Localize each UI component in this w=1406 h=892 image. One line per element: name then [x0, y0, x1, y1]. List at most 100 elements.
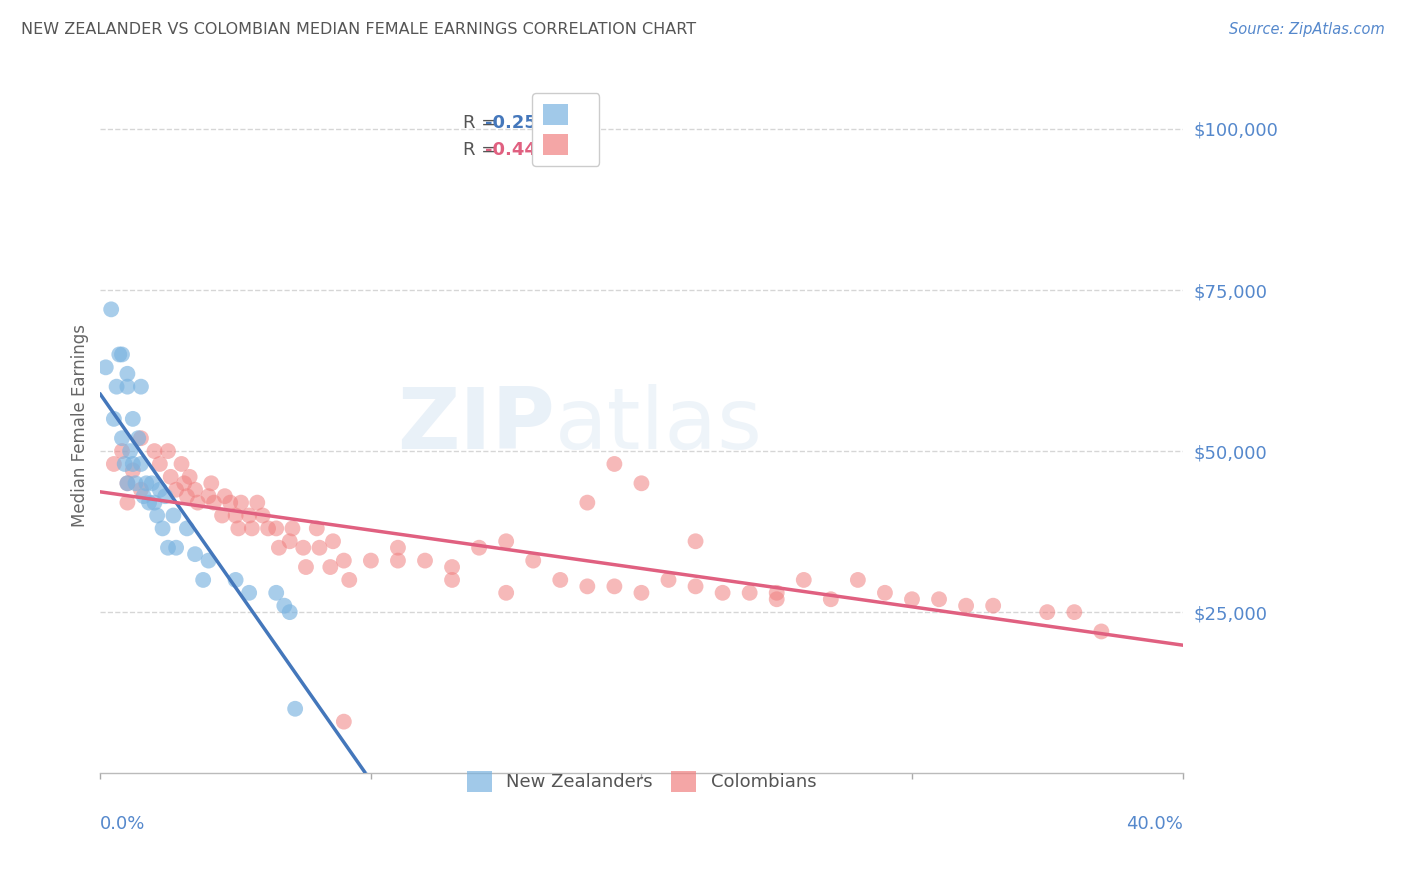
Point [214, 489, 236, 503]
Legend: New Zealanders, Colombians: New Zealanders, Colombians [456, 760, 827, 803]
Point [117, 476, 139, 491]
Point [630, 586, 652, 600]
Point [284, 702, 307, 716]
Point [108, 347, 131, 361]
Point [156, 444, 179, 458]
Point [103, 457, 125, 471]
Point [765, 592, 787, 607]
Point [1036, 605, 1059, 619]
Text: R =: R = [463, 113, 502, 132]
Point [170, 457, 193, 471]
Text: ZIP: ZIP [396, 384, 555, 467]
Point [576, 495, 599, 509]
Point [793, 573, 815, 587]
Point [685, 534, 707, 549]
Point [413, 553, 436, 567]
Point [173, 476, 195, 491]
Point [387, 553, 409, 567]
Point [165, 541, 187, 555]
Point [333, 553, 356, 567]
Point [121, 412, 143, 426]
Point [219, 495, 242, 509]
Point [132, 489, 155, 503]
Point [238, 586, 260, 600]
Point [191, 573, 214, 587]
Point [264, 521, 287, 535]
Point [873, 586, 896, 600]
Point [441, 560, 464, 574]
Point [197, 553, 219, 567]
Point [1063, 605, 1085, 619]
Point [495, 586, 517, 600]
Point [630, 476, 652, 491]
Point [176, 489, 198, 503]
Point [441, 573, 464, 587]
Point [238, 508, 260, 523]
Point [548, 573, 571, 587]
Point [576, 579, 599, 593]
Point [149, 457, 172, 471]
Point [184, 547, 207, 561]
Point [257, 521, 280, 535]
Point [129, 457, 152, 471]
Point [141, 476, 163, 491]
Point [273, 599, 295, 613]
Text: 40.0%: 40.0% [1126, 815, 1182, 833]
Point [117, 367, 139, 381]
Y-axis label: Median Female Earnings: Median Female Earnings [72, 324, 89, 527]
Point [360, 553, 382, 567]
Point [292, 541, 315, 555]
Text: N =: N = [531, 113, 582, 132]
Point [117, 379, 139, 393]
Point [305, 521, 328, 535]
Point [738, 586, 761, 600]
Point [228, 521, 250, 535]
Point [143, 444, 166, 458]
Point [846, 573, 869, 587]
Point [121, 457, 143, 471]
Text: atlas: atlas [555, 384, 763, 467]
Point [281, 521, 304, 535]
Point [120, 444, 142, 458]
Point [124, 476, 146, 491]
Point [240, 521, 263, 535]
Point [522, 553, 544, 567]
Point [308, 541, 330, 555]
Point [103, 412, 125, 426]
Point [184, 483, 207, 497]
Point [129, 431, 152, 445]
Point [200, 476, 222, 491]
Point [159, 470, 181, 484]
Point [146, 508, 169, 523]
Point [149, 483, 172, 497]
Point [225, 573, 247, 587]
Point [1090, 624, 1112, 639]
Text: 80: 80 [560, 142, 585, 160]
Point [657, 573, 679, 587]
Point [820, 592, 842, 607]
Point [685, 579, 707, 593]
Point [111, 347, 134, 361]
Text: -0.254: -0.254 [485, 113, 548, 132]
Point [229, 495, 252, 509]
Point [100, 302, 122, 317]
Point [111, 431, 134, 445]
Point [955, 599, 977, 613]
Point [603, 579, 626, 593]
Point [211, 508, 233, 523]
Text: R =: R = [463, 142, 502, 160]
Text: N =: N = [531, 142, 582, 160]
Point [129, 379, 152, 393]
Point [187, 495, 209, 509]
Point [121, 463, 143, 477]
Point [165, 483, 187, 497]
Point [322, 534, 344, 549]
Point [337, 573, 360, 587]
Point [319, 560, 342, 574]
Point [129, 483, 152, 497]
Point [197, 489, 219, 503]
Point [162, 508, 184, 523]
Point [711, 586, 734, 600]
Point [117, 476, 139, 491]
Point [105, 379, 128, 393]
